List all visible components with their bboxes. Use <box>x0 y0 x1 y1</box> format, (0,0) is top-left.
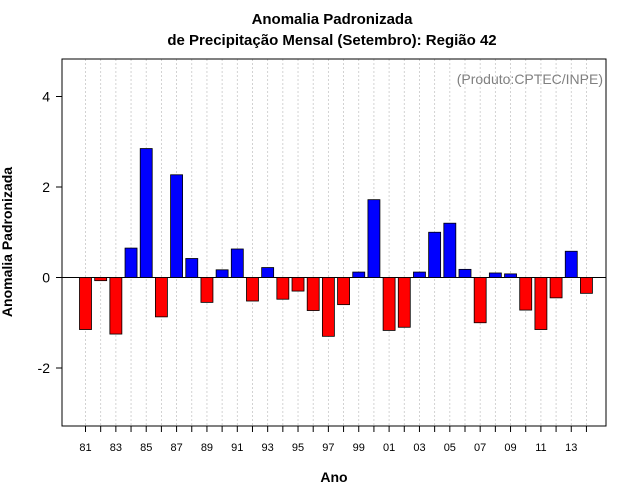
x-tick-label: 97 <box>322 442 334 454</box>
bar <box>306 277 320 311</box>
bar <box>534 277 548 330</box>
x-tick-label: 95 <box>292 442 304 454</box>
bar <box>185 258 199 278</box>
bar <box>79 277 92 330</box>
bar <box>504 273 517 278</box>
bar <box>580 277 593 294</box>
bar <box>321 277 335 337</box>
x-tick-label: 01 <box>383 442 395 454</box>
x-tick-label: 89 <box>201 442 213 454</box>
chart-title: Anomalia Padronizada <box>252 11 414 28</box>
x-tick-label: 85 <box>140 442 152 454</box>
source-annotation: (Produto:CPTEC/INPE) <box>457 71 603 87</box>
bar <box>397 277 411 328</box>
bar <box>154 277 168 318</box>
bar <box>215 269 229 278</box>
y-tick-label: 2 <box>42 179 50 195</box>
x-tick-label: 83 <box>110 442 122 454</box>
x-tick-label: 99 <box>353 442 365 454</box>
x-tick-label: 87 <box>170 442 182 454</box>
bar <box>519 277 533 311</box>
x-axis: 81 83 85 87 89 91 93 95 97 99 01 03 05 07 09 11 13 <box>79 426 587 454</box>
x-tick-label: 81 <box>79 442 91 454</box>
bar <box>170 174 183 278</box>
x-tick-label: 13 <box>565 442 577 454</box>
bar <box>443 222 457 278</box>
x-tick-label: 91 <box>231 442 243 454</box>
bars <box>79 148 593 337</box>
grid-lines <box>85 59 587 426</box>
bar <box>564 250 578 278</box>
y-axis-label: Anomalia Padronizada <box>0 167 15 317</box>
x-tick-label: 07 <box>474 442 486 454</box>
bar <box>261 267 275 278</box>
bar <box>367 199 381 278</box>
bar <box>291 277 305 292</box>
bar <box>488 272 502 278</box>
bar <box>473 277 487 324</box>
bar <box>139 148 153 278</box>
bar <box>458 268 472 278</box>
y-tick-label: 0 <box>42 270 50 286</box>
bar <box>230 248 244 278</box>
bar <box>428 231 442 278</box>
x-tick-label: 11 <box>535 442 546 454</box>
chart-subtitle: de Precipitação Mensal (Setembro): Regiã… <box>167 32 496 49</box>
x-tick-label: 03 <box>413 442 425 454</box>
x-axis-label: Ano <box>320 469 347 485</box>
bar <box>200 277 214 303</box>
y-tick-label: -2 <box>38 360 51 376</box>
bar <box>382 277 396 331</box>
y-tick-label: 4 <box>42 89 50 105</box>
bar <box>124 247 138 278</box>
x-tick-label: 93 <box>262 442 274 454</box>
bar <box>276 277 290 300</box>
bar <box>549 277 563 299</box>
plot-frame <box>61 58 607 427</box>
bar <box>337 277 350 306</box>
x-tick-label: 09 <box>504 442 516 454</box>
bar <box>352 271 366 278</box>
bar <box>246 277 259 302</box>
bar <box>413 271 426 278</box>
bar <box>109 277 123 335</box>
bar <box>94 277 108 282</box>
x-tick-label: 05 <box>444 442 456 454</box>
y-axis: -2 0 2 4 <box>38 89 62 376</box>
